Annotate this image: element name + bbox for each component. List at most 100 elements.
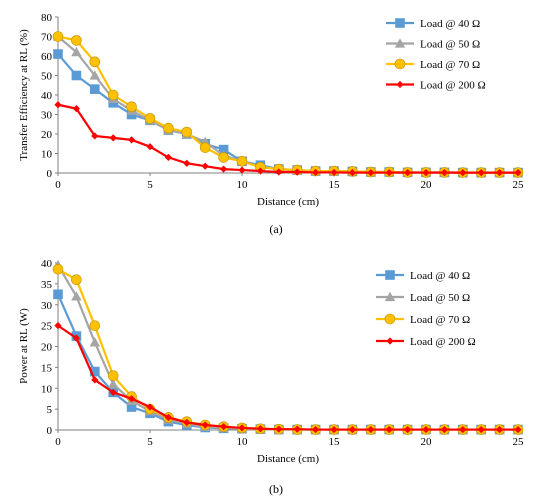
x-tick-label: 0 [55, 179, 61, 191]
series-2-point [199, 142, 211, 153]
series-2-point [71, 35, 82, 46]
series-2-point [71, 274, 82, 286]
legend-a: Load @ 40 Ω Load @ 50 Ω Load @ 70 Ω Load @ … [386, 18, 486, 92]
series-3-point [183, 159, 191, 167]
plot-area-a: 0 10 20 30 40 50 60 70 80 0 5 10 15 20 25 [41, 12, 524, 191]
series-0-point [90, 366, 100, 377]
series-1-point [108, 378, 119, 389]
series-3-point [422, 169, 430, 177]
y-tick-label: 10 [41, 383, 53, 395]
series-3-point [496, 169, 504, 177]
series-2-point [236, 156, 248, 167]
series-3-point [330, 168, 338, 177]
y-tick-label: 10 [41, 149, 53, 161]
chart-a: 0 10 20 30 40 50 60 70 80 0 5 10 15 20 25 Distance (cm… [18, 12, 524, 236]
series-1-point [89, 70, 100, 80]
series-0-point [53, 49, 63, 59]
y-axis-label-a: Transfer Efficiency at RL (%) [18, 29, 30, 161]
y-tick-label: 40 [41, 258, 53, 270]
series-3-point [201, 162, 209, 170]
series-3-point [385, 169, 393, 177]
series-3-point [256, 167, 264, 175]
series-2-point [107, 370, 119, 382]
y-tick-label: 50 [41, 71, 53, 83]
x-tick-label: 5 [147, 179, 153, 191]
legend-marker-1 [384, 291, 396, 302]
legend-label-3: Load @ 200 Ω [420, 80, 486, 92]
series-3-point [440, 425, 448, 434]
series-3-point [330, 425, 338, 434]
caption-a: (a) [269, 222, 282, 236]
x-tick-label: 5 [147, 436, 153, 448]
series-3-point [367, 425, 375, 434]
series-3-point [183, 418, 191, 427]
y-tick-label: 80 [41, 12, 53, 24]
legend-marker-0 [395, 18, 405, 28]
series-3-point [164, 413, 172, 422]
series-2-point [89, 320, 101, 331]
series-3-point [109, 134, 117, 142]
x-tick-label: 15 [329, 179, 341, 191]
series-3-point [91, 132, 99, 140]
y-tick-label: 40 [41, 90, 53, 102]
series-2-point [163, 122, 174, 134]
legend-label-2: Load @ 70 Ω [420, 59, 480, 71]
legend-label-3: Load @ 200 Ω [410, 336, 476, 348]
series-3-point [293, 168, 301, 176]
series-3-point [220, 165, 228, 173]
legend-label-1: Load @ 50 Ω [410, 292, 470, 304]
series-3-point [238, 424, 246, 432]
series-3-point [109, 388, 117, 397]
legend-b: Load @ 40 Ω Load @ 50 Ω Load @ 70 Ω Load @ … [376, 270, 476, 348]
series-0-point [53, 289, 63, 300]
y-tick-label: 5 [47, 404, 53, 416]
x-tick-label: 20 [421, 179, 433, 191]
y-tick-label: 20 [41, 342, 53, 354]
x-tick-label: 10 [237, 436, 249, 448]
series-3-point [348, 169, 356, 177]
plot-area-b: 0 5 10 15 20 25 30 35 40 0 5 10 15 20 25 [41, 258, 524, 448]
series-0-point [71, 70, 82, 81]
legend-marker-3 [386, 337, 394, 345]
legend-marker-3 [396, 80, 404, 89]
series-3-point [54, 322, 62, 330]
chart-b: 0 5 10 15 20 25 30 35 40 0 5 10 15 20 25 Distance (cm)… [18, 258, 524, 496]
series-2-point [107, 89, 119, 101]
y-tick-label: 30 [41, 300, 53, 312]
series-2-point [218, 152, 229, 163]
series-3-point [238, 166, 246, 174]
y-tick-label: 70 [41, 32, 53, 44]
x-axis-label-a: Distance (cm) [257, 196, 319, 208]
y-tick-label: 0 [47, 168, 53, 180]
series-1-point [71, 46, 82, 57]
series-2-point [181, 126, 193, 138]
series-3-point [459, 425, 467, 434]
legend-label-0: Load @ 40 Ω [410, 270, 470, 282]
series-3-point [385, 425, 393, 434]
y-tick-label: 0 [47, 425, 53, 437]
series-3-point [514, 425, 522, 434]
y-tick-label: 20 [41, 129, 53, 141]
series-2-point [126, 101, 137, 112]
series-3-point [146, 143, 154, 151]
y-tick-label: 15 [41, 362, 53, 374]
series-2-point [52, 31, 64, 42]
series-3-point [348, 425, 356, 434]
caption-b: (b) [269, 482, 283, 496]
y-tick-label: 35 [41, 279, 53, 291]
y-tick-label: 25 [41, 321, 53, 333]
x-tick-label: 20 [421, 436, 433, 448]
legend-label-0: Load @ 40 Ω [420, 18, 480, 30]
legend-label-2: Load @ 70 Ω [410, 314, 470, 326]
legend-marker-1 [394, 38, 406, 48]
series-3-point [293, 425, 301, 433]
x-tick-label: 0 [55, 436, 61, 448]
y-tick-label: 60 [41, 51, 53, 63]
y-tick-label: 30 [41, 110, 53, 122]
series-3-point [312, 425, 320, 434]
series-3-point [54, 101, 62, 109]
series-3-point [275, 168, 283, 176]
x-tick-label: 25 [513, 179, 525, 191]
x-axis-label-b: Distance (cm) [257, 453, 319, 465]
